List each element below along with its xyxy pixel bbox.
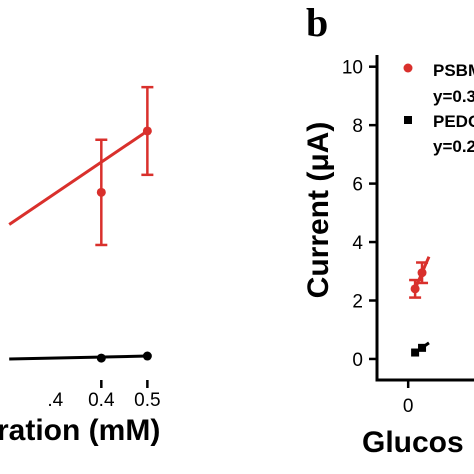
panel-b-series-1-point	[418, 343, 427, 352]
panel-b-y-tick-label: 2	[352, 292, 363, 313]
panel-a: .4 0.4 0.5 ration (mM)	[0, 85, 161, 447]
panel-b-series-0-point	[410, 284, 420, 294]
panel-a-series-0-fit-line	[8, 129, 149, 226]
panel-b-legend: PSBM y=0.3 PEDO y=0.2	[403, 61, 474, 156]
legend-marker-1	[404, 116, 412, 124]
panel-a-series-1-point	[96, 353, 106, 363]
panel-b-y-axis-title: Current (μA)	[302, 122, 335, 299]
panel-a-x-tick-label: 0.4	[88, 390, 115, 411]
panel-b-x-axis-title: Glucos	[362, 426, 464, 459]
panel-a-series-group	[8, 85, 154, 363]
panel-b-y-tick-label: 6	[352, 175, 363, 196]
panel-a-x-tick-label: 0.5	[134, 390, 160, 411]
panel-b-y-ticks: 0 2 4 6 8 10	[342, 58, 377, 371]
legend-label-0: PSBM	[433, 61, 474, 80]
panel-b-y-tick-label: 0	[352, 350, 363, 371]
panel-a-x-tick-label: .4	[47, 390, 63, 411]
panel-a-series-0-point	[142, 126, 152, 136]
panel-b: b 0 2 4 6 8 10 0 PSBM y=0.3 PEDO y=0.2 Current (…	[302, 0, 474, 459]
panel-b-series-group	[409, 256, 431, 357]
panel-b-y-tick-label: 10	[342, 58, 363, 79]
panel-a-series-1-point	[142, 351, 152, 361]
legend-equation-0: y=0.3	[433, 87, 474, 106]
panel-b-y-tick-label: 8	[352, 116, 363, 137]
legend-equation-1: y=0.2	[433, 137, 474, 156]
panel-b-y-tick-label: 4	[352, 233, 363, 254]
panel-a-x-axis-title: ration (mM)	[0, 414, 160, 447]
panel-b-series-0-point	[417, 268, 427, 278]
panel-a-series-0-point	[96, 187, 106, 197]
panel-b-x-ticks: 0	[403, 380, 414, 417]
panel-b-x-tick-label: 0	[403, 396, 414, 417]
panel-b-letter: b	[306, 0, 328, 45]
panel-b-series-1-point	[411, 348, 420, 357]
panel-a-series-1-fit-line	[9, 354, 148, 361]
legend-marker-0	[403, 63, 413, 73]
panel-a-x-ticks: .4 0.4 0.5	[47, 380, 161, 411]
legend-label-1: PEDO	[433, 112, 474, 131]
